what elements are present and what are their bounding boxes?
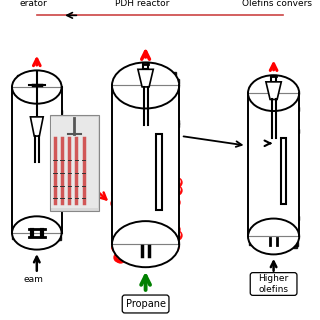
Polygon shape	[156, 134, 162, 210]
Polygon shape	[248, 93, 299, 236]
Text: Propane: Propane	[125, 299, 166, 309]
Polygon shape	[12, 87, 61, 233]
Ellipse shape	[12, 70, 62, 104]
Text: Olefins convers: Olefins convers	[242, 0, 312, 8]
Text: erator: erator	[20, 0, 47, 8]
Ellipse shape	[12, 216, 62, 250]
Text: PDH reactor: PDH reactor	[115, 0, 170, 8]
Polygon shape	[266, 82, 281, 100]
Polygon shape	[138, 69, 153, 87]
FancyBboxPatch shape	[250, 273, 297, 295]
Polygon shape	[30, 117, 43, 136]
FancyBboxPatch shape	[122, 295, 169, 313]
Ellipse shape	[112, 221, 179, 267]
Ellipse shape	[248, 75, 299, 111]
Polygon shape	[281, 138, 286, 204]
Bar	[50, 115, 99, 211]
Text: Higher
olefins: Higher olefins	[259, 275, 289, 294]
Ellipse shape	[112, 62, 179, 108]
Bar	[51, 117, 98, 208]
Text: eam: eam	[24, 275, 44, 284]
Polygon shape	[112, 85, 179, 244]
Ellipse shape	[248, 219, 299, 254]
